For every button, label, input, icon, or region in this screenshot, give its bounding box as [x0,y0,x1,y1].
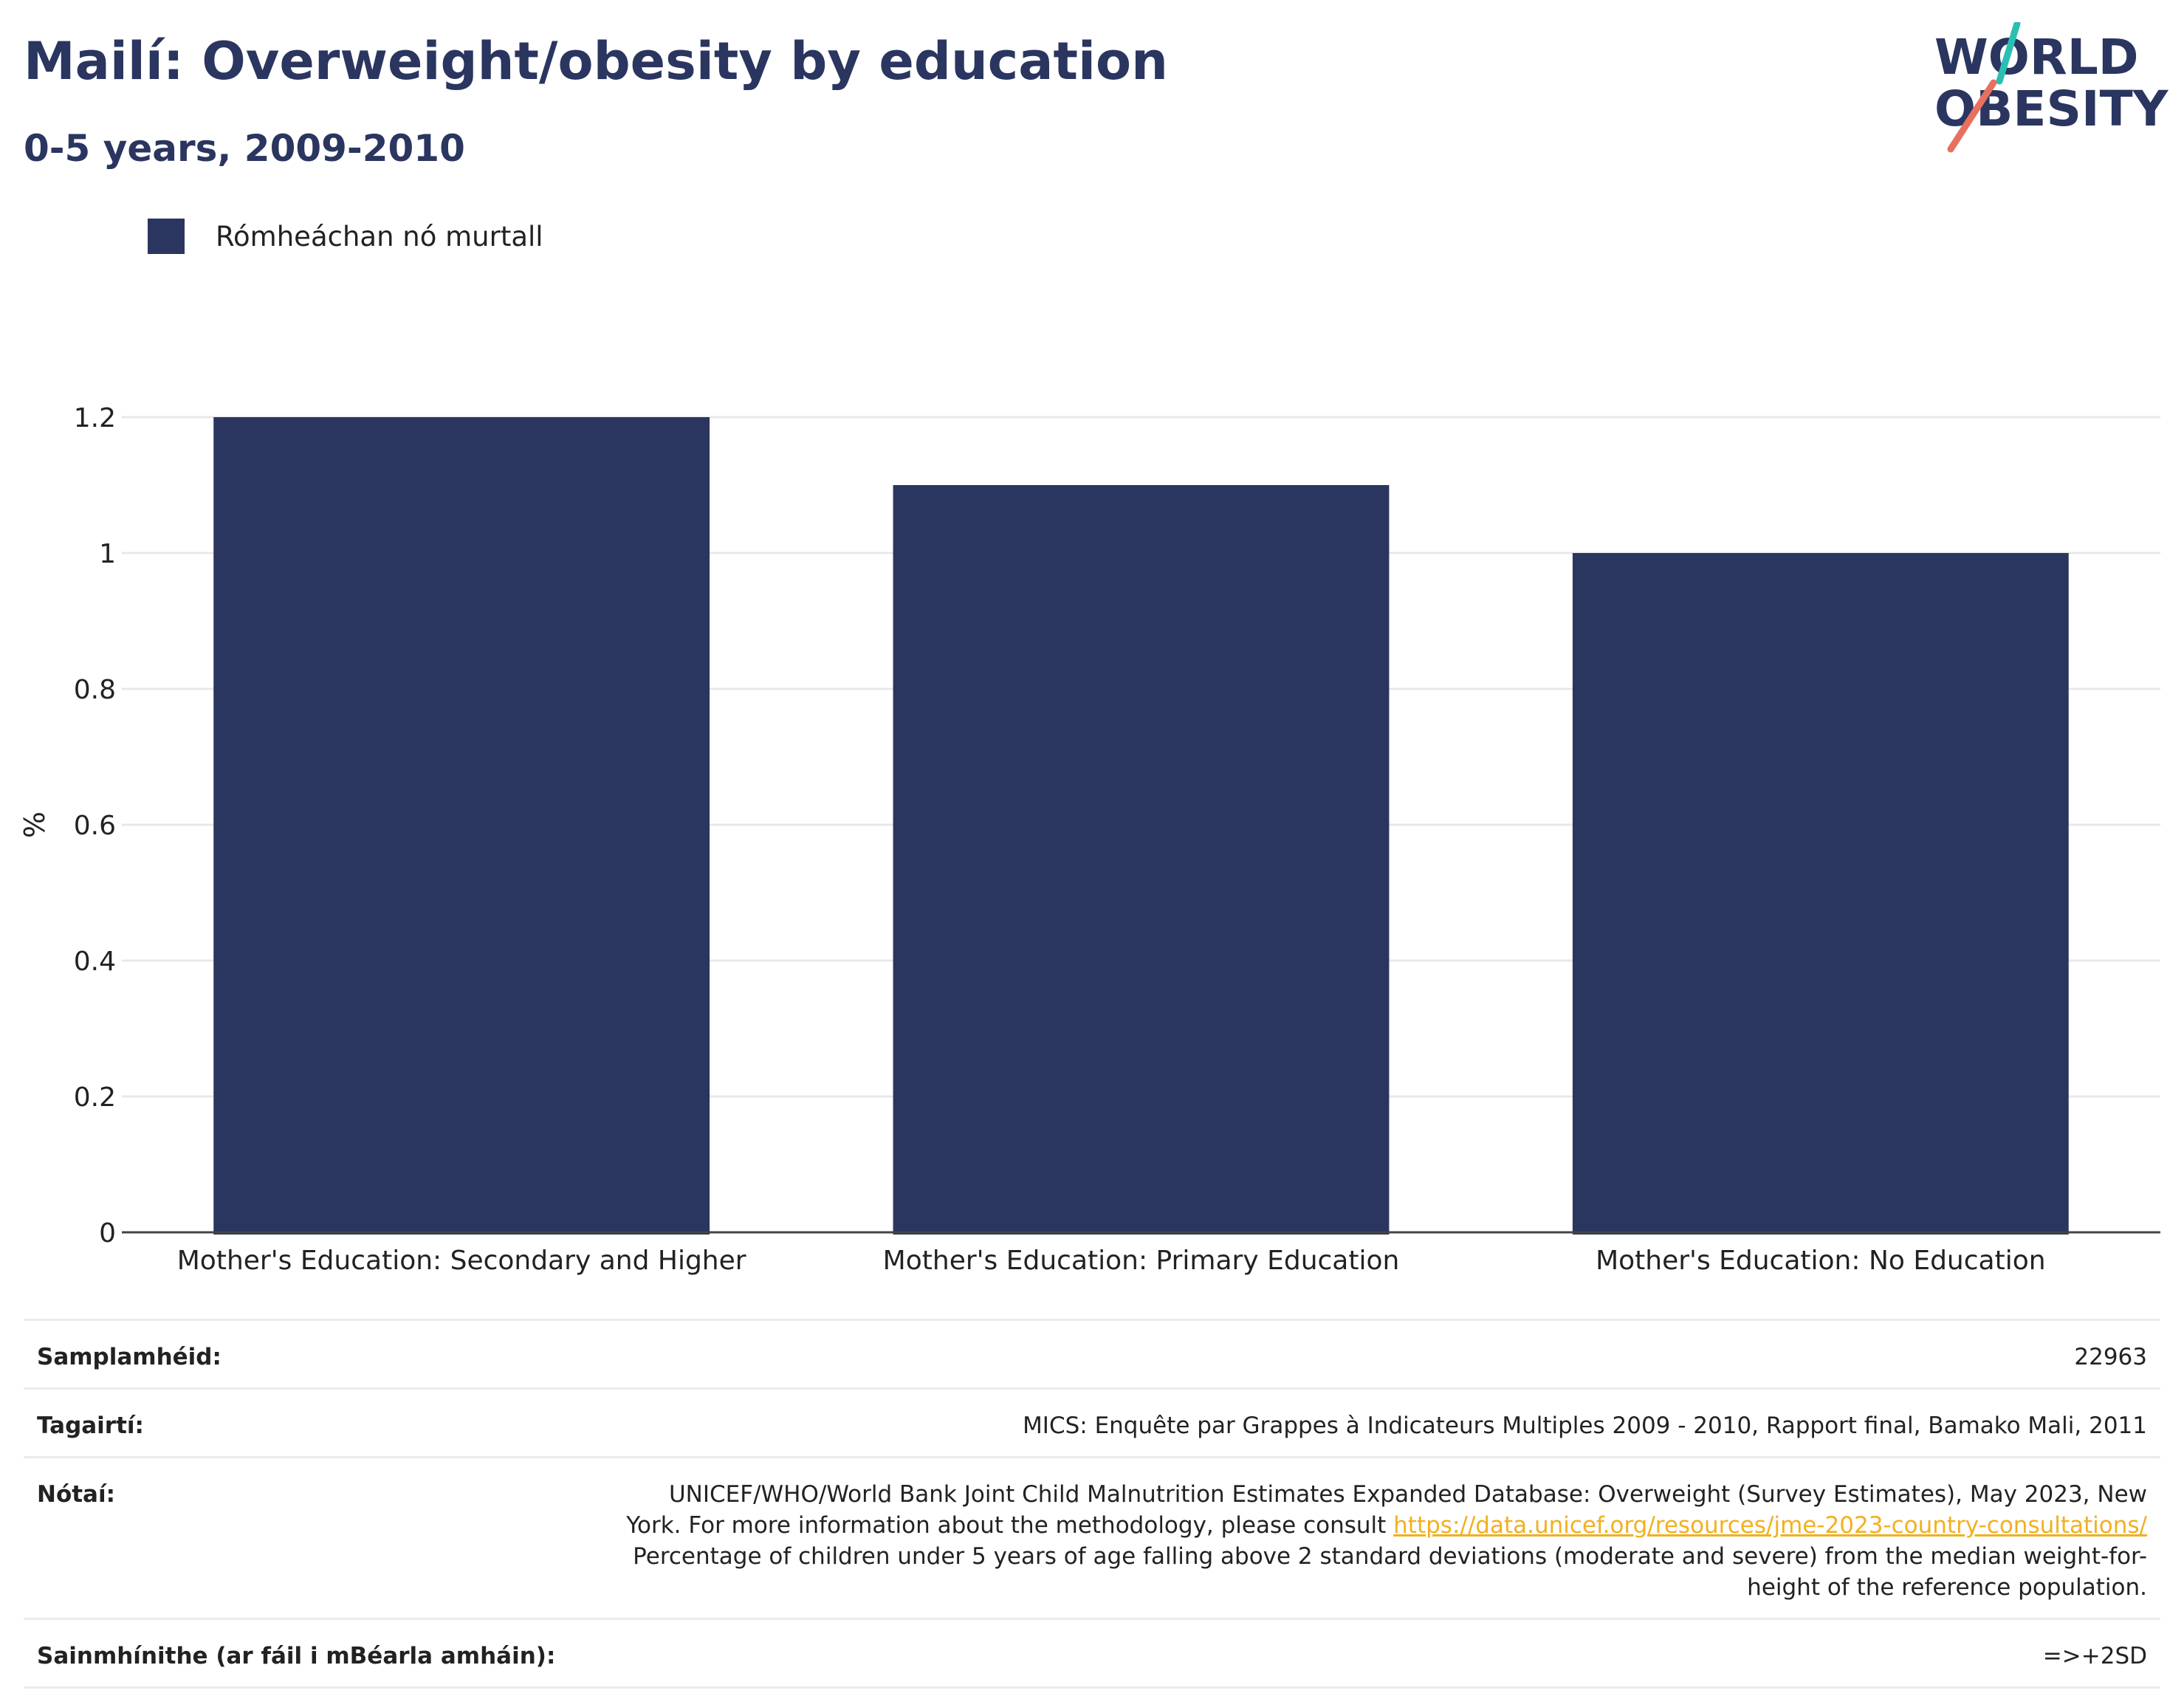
definitions-label: Sainmhínithe (ar fáil i mBéarla amháin): [24,1618,611,1689]
bar [1572,553,2069,1235]
references-label: Tagairtí: [24,1387,611,1458]
y-tick-label: 0.8 [74,675,116,705]
y-tick-label: 0 [99,1218,116,1249]
notes-text-definition: Percentage of children under 5 years of … [633,1543,2147,1601]
x-tick-label: Mother's Education: Secondary and Higher [177,1246,746,1276]
y-tick-label: 0.6 [74,811,116,841]
axes: 0 0.2 0.4 0.6 0.8 1 1.2 Mother's Education: Sec… [74,403,2160,1276]
definitions-value: =>+2SD [611,1618,2160,1689]
logo-slash-coral [1947,79,1997,153]
sample-size-label: Samplamhéid: [24,1319,611,1389]
legend-label: Rómheáchan nó murtall [216,220,543,253]
y-axis-label: % [18,811,51,838]
notes-label: Nótaí: [24,1456,611,1619]
info-row-notes: Nótaí: UNICEF/WHO/World Bank Joint Child… [24,1456,2160,1619]
bar [893,485,1390,1235]
x-tick-label: Mother's Education: Primary Education [883,1246,1400,1276]
sample-size-value: 22963 [611,1319,2160,1389]
notes-link[interactable]: https://data.unicef.org/resources/jme-20… [1393,1512,2147,1539]
chart-legend: Rómheáchan nó murtall [148,219,543,254]
info-row-references: Tagairtí: MICS: Enquête par Grappes à In… [24,1387,2160,1458]
notes-text: UNICEF/WHO/World Bank Joint Child Malnut… [626,1481,2147,1539]
y-tick-label: 0.2 [74,1082,116,1113]
chart-title: Mailí: Overweight/obesity by education [24,31,1168,92]
y-tick-label: 1 [99,539,116,569]
notes-value: UNICEF/WHO/World Bank Joint Child Malnut… [611,1456,2160,1619]
x-tick-label: Mother's Education: No Education [1596,1246,2046,1276]
y-tick-label: 1.2 [74,403,116,433]
logo-text-world: WORLD [1934,29,2139,86]
logo-slash-teal [1996,22,2021,85]
references-value: MICS: Enquête par Grappes à Indicateurs … [611,1387,2160,1458]
info-row-sample-size: Samplamhéid: 22963 [24,1319,2160,1389]
bar-chart: 0 0.2 0.4 0.6 0.8 1 1.2 Mother's Education: Sec… [18,403,2160,1276]
info-row-definitions: Sainmhínithe (ar fáil i mBéarla amháin):… [24,1618,2160,1689]
info-table: Samplamhéid: 22963 Tagairtí: MICS: Enquê… [24,1319,2160,1689]
world-obesity-logo: WORLD OBESITY [1934,22,2169,153]
y-tick-label: 0.4 [74,947,116,977]
chart-subtitle: 0-5 years, 2009-2010 [24,127,465,170]
legend-swatch [148,219,185,254]
bars [213,417,2069,1235]
bar [213,417,710,1235]
